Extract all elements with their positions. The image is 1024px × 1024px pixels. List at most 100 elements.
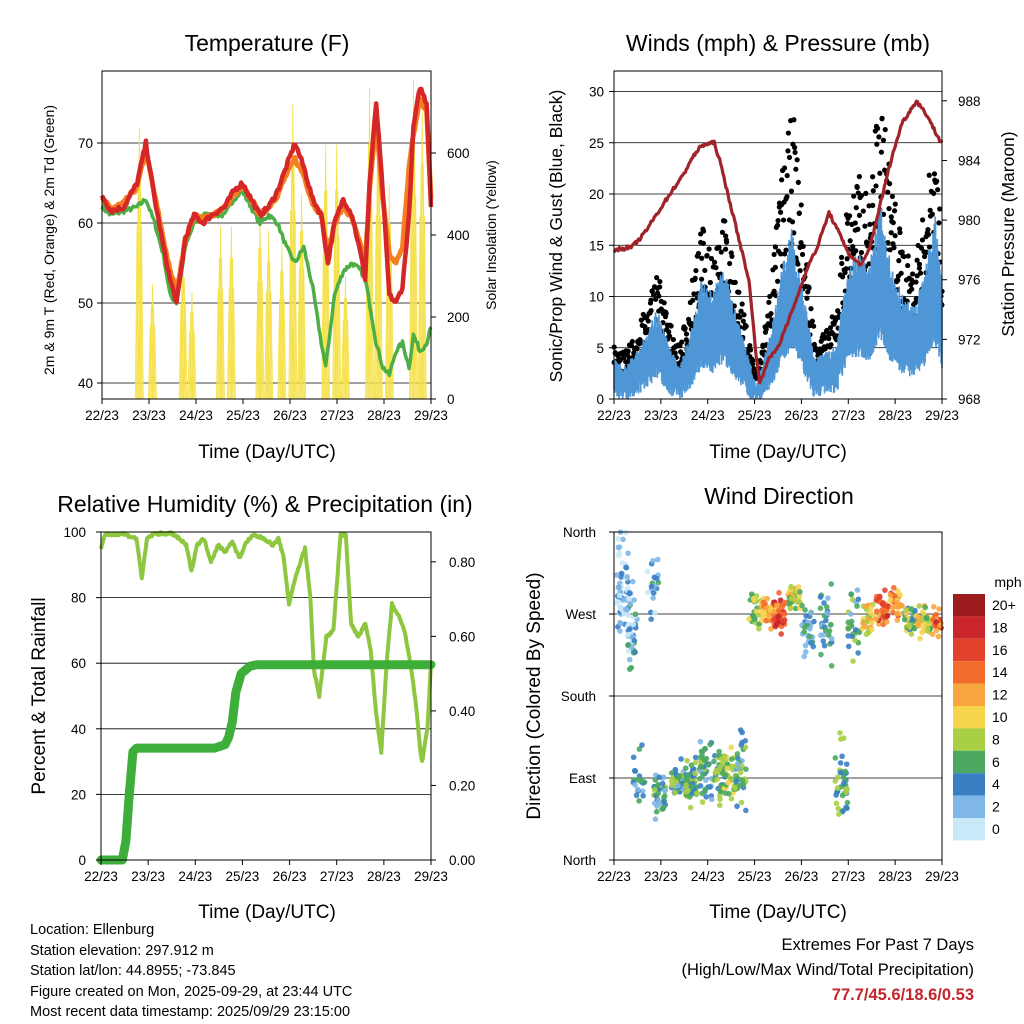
- temp-2m-series: [99, 86, 434, 305]
- direction-point: [701, 757, 708, 763]
- direction-point: [627, 601, 633, 607]
- direction-point: [737, 727, 744, 733]
- y2-tick-label: 0.40: [449, 704, 475, 719]
- direction-point: [688, 762, 695, 768]
- direction-point: [808, 609, 814, 616]
- solar-spike: [191, 330, 197, 400]
- solar-spike: [301, 267, 306, 400]
- gust-point: [648, 297, 654, 303]
- direction-point: [619, 560, 626, 566]
- humidity-left-axis: 0 20 40 60 80 100: [63, 525, 101, 868]
- direction-point: [617, 619, 623, 626]
- gust-point: [844, 220, 851, 226]
- direction-point: [834, 785, 841, 791]
- direction-point: [733, 778, 740, 784]
- extremes-subtitle: (High/Low/Max Wind/Total Precipitation): [681, 961, 974, 979]
- direction-point: [899, 603, 906, 609]
- direction-point: [684, 757, 690, 764]
- direction-point: [840, 780, 847, 787]
- temperature-left-axis: 40 50 60 70: [78, 136, 102, 391]
- direction-point: [920, 609, 926, 615]
- gust-point: [723, 233, 729, 239]
- gust-point: [895, 277, 901, 283]
- solar-spike: [258, 247, 264, 400]
- direction-point: [873, 616, 879, 622]
- direction-point: [835, 805, 842, 812]
- y-tick-label: 15: [589, 238, 604, 253]
- gust-point: [808, 306, 814, 312]
- y-tick-label: 100: [63, 525, 86, 540]
- gust-point: [917, 270, 924, 276]
- direction-point: [697, 775, 703, 782]
- gust-point: [811, 323, 817, 329]
- gust-point: [783, 247, 789, 253]
- direction-point: [828, 635, 835, 642]
- gust-point: [672, 350, 678, 356]
- solar-spike: [336, 236, 342, 400]
- direction-x-axis: 22/23 23/23 24/23 25/23 26/23 27/23 28/23 29/23: [597, 860, 959, 884]
- direction-point: [748, 591, 755, 597]
- gust-point: [781, 165, 788, 171]
- gust-point: [737, 314, 743, 320]
- x-tick-label: 28/23: [878, 408, 912, 423]
- direction-point: [933, 619, 940, 625]
- gust-point: [634, 346, 640, 352]
- direction-point: [624, 585, 631, 592]
- gust-point: [775, 278, 781, 284]
- direction-point: [625, 642, 631, 648]
- gust-point: [670, 336, 676, 343]
- gust-point: [916, 261, 923, 267]
- x-tick-label: 22/23: [597, 869, 631, 884]
- direction-point: [616, 592, 623, 599]
- direction-point: [742, 744, 749, 751]
- direction-point: [686, 794, 693, 800]
- direction-point: [844, 786, 850, 793]
- direction-point: [672, 790, 678, 796]
- gust-point: [887, 181, 893, 187]
- y2-tick-label: 988: [958, 94, 981, 109]
- direction-point: [738, 742, 745, 748]
- direction-point: [623, 529, 629, 536]
- direction-left-axis: North West South East North: [561, 525, 614, 868]
- colorbar-label: 18: [992, 619, 1008, 635]
- gust-point: [892, 201, 898, 207]
- solar-spike: [190, 311, 196, 400]
- direction-panel: Wind Direction North West South East North 2…: [524, 483, 1022, 923]
- direction-point: [929, 631, 936, 637]
- gust-point: [732, 279, 738, 286]
- x-tick-label: 26/23: [785, 408, 819, 423]
- direction-point: [616, 549, 623, 556]
- gust-point: [804, 295, 810, 301]
- colorbar-label: 2: [992, 799, 1000, 815]
- y-tick-label: 30: [589, 85, 604, 100]
- direction-point: [908, 606, 915, 613]
- direction-point: [780, 617, 786, 624]
- direction-point: [773, 620, 780, 627]
- rh-line: [99, 530, 433, 764]
- direction-point: [650, 595, 656, 601]
- colorbar-label: 4: [992, 776, 1000, 792]
- direction-point: [698, 763, 704, 770]
- direction-point: [845, 643, 852, 650]
- direction-point: [728, 795, 735, 802]
- direction-tick-label: East: [569, 771, 596, 786]
- gust-point: [716, 244, 722, 250]
- direction-point: [626, 626, 633, 632]
- gust-point: [693, 267, 699, 274]
- gust-point: [723, 246, 729, 252]
- colorbar-swatch: [953, 683, 985, 706]
- direction-point: [823, 617, 829, 624]
- gust-point: [711, 259, 718, 265]
- direction-point: [714, 776, 720, 783]
- gust-point: [779, 177, 785, 183]
- gust-point: [854, 184, 860, 191]
- winds-x-label: Time (Day/UTC): [709, 442, 847, 463]
- gust-point: [806, 284, 812, 290]
- precipitation-series: [96, 660, 436, 865]
- extremes-values: 77.7/45.6/18.6/0.53: [831, 986, 974, 1004]
- gust-point: [896, 258, 902, 264]
- direction-point: [697, 738, 704, 745]
- direction-point: [839, 753, 845, 760]
- colorbar-swatch: [953, 818, 985, 841]
